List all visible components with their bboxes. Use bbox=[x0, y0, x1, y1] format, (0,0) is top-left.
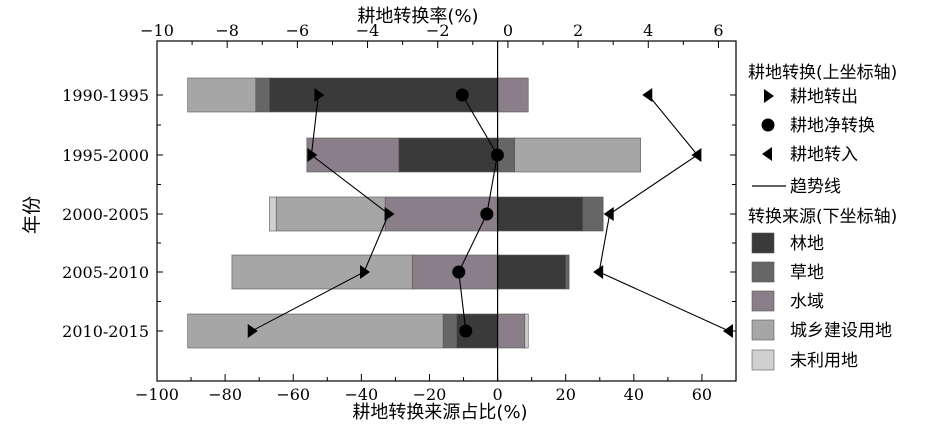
marker-1-2 bbox=[480, 207, 494, 221]
x-top-tick-label: 6 bbox=[713, 21, 723, 40]
y-axis-title: 年份 bbox=[21, 196, 43, 234]
legend-bottom-group-title: 转换来源(下坐标轴) bbox=[748, 207, 897, 227]
axes-layer: 1990-1995 1995-2000 2000-2005 2005-2010 2010… bbox=[62, 21, 737, 404]
x-top-tick-label: −10 bbox=[140, 21, 174, 40]
y-tick-label: 1990-1995 bbox=[62, 86, 149, 105]
marker-2-1 bbox=[691, 148, 702, 162]
marker-1-0 bbox=[455, 88, 469, 102]
bar-0-neg bbox=[187, 77, 257, 113]
legend-swatch-label: 林地 bbox=[790, 234, 824, 254]
marker-0-3 bbox=[360, 265, 371, 279]
y-tick-label: 2010-2015 bbox=[62, 322, 149, 341]
bar-1-pos bbox=[514, 137, 641, 173]
marker-0-1 bbox=[307, 148, 318, 162]
bar-2-neg bbox=[384, 196, 498, 232]
legend-top-group-title: 耕地转换(上坐标轴) bbox=[748, 63, 897, 83]
x-bottom-tick-label: −20 bbox=[413, 385, 447, 404]
x-bottom-tick-label: −100 bbox=[135, 385, 179, 404]
x-bottom-tick-label: 20 bbox=[556, 385, 576, 404]
bar-4-neg bbox=[442, 313, 458, 349]
x-bottom-tick-label: −40 bbox=[344, 385, 378, 404]
legend-marker-triangle-right bbox=[764, 89, 774, 103]
bar-2-neg bbox=[269, 196, 277, 232]
marker-0-2 bbox=[384, 207, 395, 221]
legend-trend-label: 趋势线 bbox=[790, 177, 841, 197]
bar-1-neg bbox=[398, 137, 498, 173]
legend-swatch-label: 水域 bbox=[790, 292, 824, 312]
bar-4-neg bbox=[187, 313, 444, 349]
legend-marker-circle bbox=[761, 118, 775, 132]
marker-1-3 bbox=[452, 265, 466, 279]
bar-4-pos bbox=[497, 313, 526, 349]
legend-swatch bbox=[751, 261, 775, 283]
legend-marker-label: 耕地转入 bbox=[790, 145, 858, 165]
legend: 耕地转换(上坐标轴) 转换来源(下坐标轴) 趋势线 耕地转出耕地净转换耕地转入林… bbox=[748, 63, 897, 371]
legend-marker-label: 耕地转出 bbox=[790, 87, 858, 107]
legend-swatch bbox=[751, 319, 775, 341]
marker-0-0 bbox=[314, 88, 325, 102]
marker-1-4 bbox=[459, 324, 473, 338]
legend-swatch bbox=[751, 232, 775, 254]
x-bottom-tick-label: 60 bbox=[692, 385, 712, 404]
bar-0-pos bbox=[497, 77, 529, 113]
x-bottom-tick-label: 0 bbox=[492, 385, 502, 404]
bar-3-neg bbox=[231, 254, 413, 290]
legend-swatch-label: 城乡建设用地 bbox=[790, 321, 892, 341]
y-tick-label: 1995-2000 bbox=[62, 146, 149, 165]
marker-2-4 bbox=[722, 324, 733, 338]
top-axis-title: 耕地转换率(%) bbox=[357, 6, 478, 27]
x-top-tick-label: −4 bbox=[356, 21, 380, 40]
marker-2-3 bbox=[593, 265, 604, 279]
legend-marker-label: 耕地净转换 bbox=[790, 116, 875, 136]
marker-2-0 bbox=[642, 88, 653, 102]
marker-0-4 bbox=[247, 324, 258, 338]
y-tick-label: 2005-2010 bbox=[62, 263, 149, 282]
legend-swatch-label: 未利用地 bbox=[790, 351, 858, 371]
legend-swatch bbox=[751, 290, 775, 312]
x-bottom-tick-label: 40 bbox=[624, 385, 644, 404]
bar-4-pos bbox=[524, 313, 529, 349]
x-top-tick-label: −8 bbox=[215, 21, 239, 40]
bottom-axis-title: 耕地转换来源占比(%) bbox=[352, 402, 527, 423]
legend-swatch bbox=[751, 349, 775, 371]
x-top-tick-label: 2 bbox=[573, 21, 583, 40]
x-top-tick-label: −6 bbox=[286, 21, 310, 40]
bar-1-neg bbox=[306, 137, 400, 173]
x-top-tick-label: 0 bbox=[503, 21, 513, 40]
bar-2-pos bbox=[497, 196, 584, 232]
x-bottom-tick-label: −60 bbox=[276, 385, 310, 404]
bar-3-pos bbox=[497, 254, 567, 290]
legend-swatch-label: 草地 bbox=[790, 263, 824, 283]
bar-2-pos bbox=[582, 196, 604, 232]
trend-line-2 bbox=[598, 94, 730, 332]
x-top-tick-label: 4 bbox=[643, 21, 653, 40]
marker-2-2 bbox=[603, 207, 614, 221]
bar-2-neg bbox=[275, 196, 386, 232]
lines-layer bbox=[247, 88, 733, 338]
x-top-tick-label: −2 bbox=[426, 21, 450, 40]
plot-frame bbox=[156, 40, 737, 382]
y-tick-label: 2000-2005 bbox=[62, 205, 149, 224]
legend-marker-triangle-left bbox=[762, 147, 772, 161]
bar-0-neg bbox=[255, 77, 270, 113]
bars-layer bbox=[187, 77, 641, 349]
x-bottom-tick-label: −80 bbox=[208, 385, 242, 404]
bar-3-pos bbox=[565, 254, 570, 290]
